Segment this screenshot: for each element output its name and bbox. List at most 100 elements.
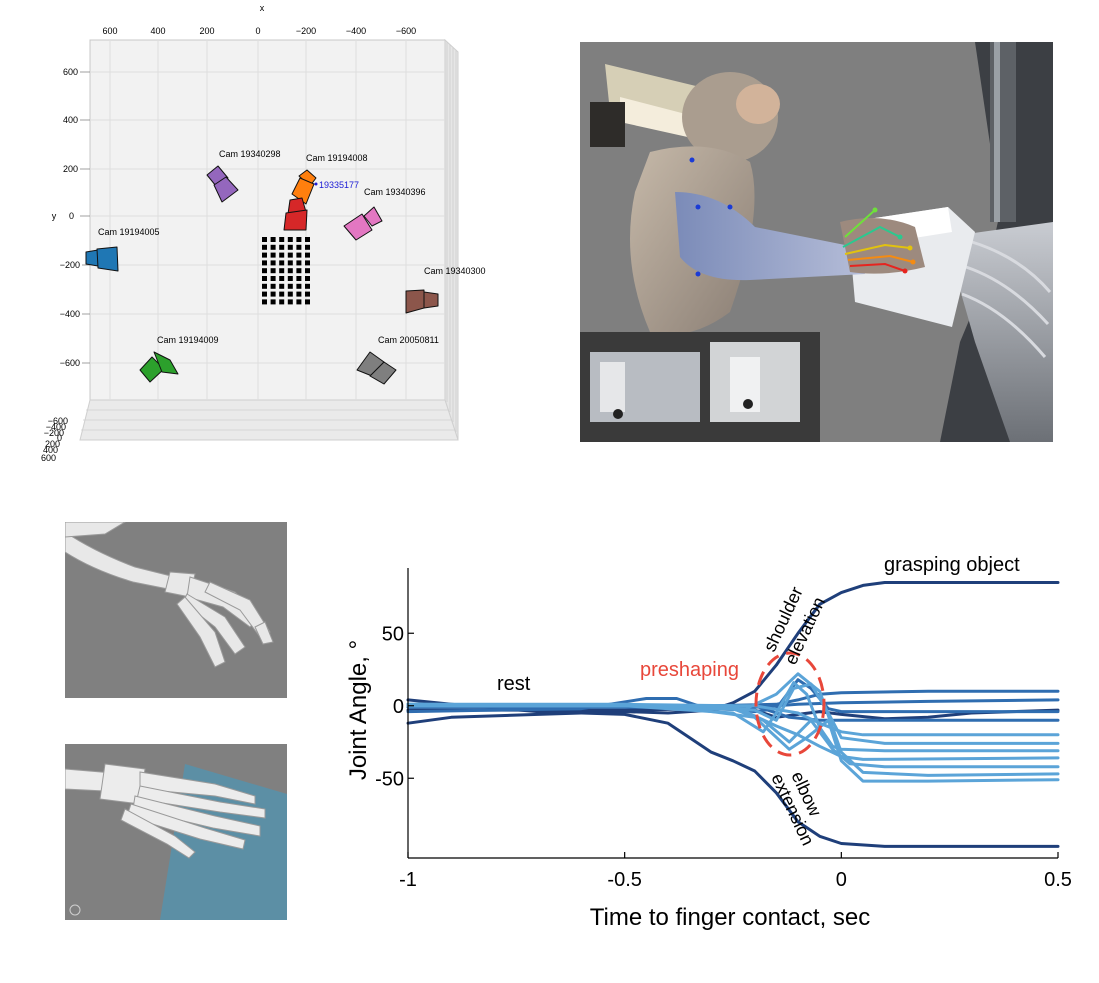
left-tick: −600 bbox=[60, 358, 80, 368]
calibration-dot bbox=[262, 291, 267, 297]
x-tick-label: 0 bbox=[836, 869, 847, 891]
calibration-dot bbox=[262, 237, 267, 242]
calibration-dot bbox=[262, 260, 267, 266]
calibration-dot bbox=[305, 276, 310, 281]
top-tick: 0 bbox=[255, 26, 260, 36]
calibration-dot bbox=[270, 268, 276, 274]
calibration-dot bbox=[305, 237, 310, 242]
depth-tick: 200 bbox=[45, 439, 60, 449]
calibration-dot bbox=[270, 291, 276, 297]
series-group bbox=[406, 581, 1060, 848]
calibration-dot bbox=[279, 268, 285, 274]
camera-marker bbox=[405, 289, 439, 314]
camera-marker bbox=[139, 351, 179, 383]
calibration-dot bbox=[305, 291, 310, 297]
calibration-dot bbox=[287, 237, 293, 242]
preshaping-highlight bbox=[754, 651, 826, 757]
depth-tick: 400 bbox=[43, 445, 58, 455]
calibration-dot bbox=[270, 276, 276, 281]
calibration-dot bbox=[305, 244, 310, 250]
camera-label: Cam 19194009 bbox=[157, 335, 219, 345]
depth-tick: −400 bbox=[46, 422, 66, 432]
x-tick-label: -0.5 bbox=[607, 869, 641, 891]
calibration-dot bbox=[279, 283, 285, 289]
left-tick: 600 bbox=[63, 67, 78, 77]
calibration-dot bbox=[279, 252, 285, 258]
calibration-dot bbox=[279, 291, 285, 297]
camera-marker bbox=[85, 246, 119, 272]
calibration-dot bbox=[262, 276, 267, 281]
x-tick-label: -1 bbox=[399, 869, 417, 891]
calibration-dot bbox=[262, 252, 267, 258]
y-axis-title: Joint Angle, ° bbox=[345, 640, 372, 780]
camera-label: Cam 19194005 bbox=[98, 227, 160, 237]
calibration-dot bbox=[279, 260, 285, 266]
video-frame-photo bbox=[580, 42, 1053, 442]
annotation-rest: rest bbox=[497, 673, 531, 695]
left-tick: 400 bbox=[63, 115, 78, 125]
calibration-dot bbox=[296, 237, 302, 242]
left-tick: −400 bbox=[60, 309, 80, 319]
calibration-dot bbox=[296, 244, 302, 250]
camera-label: Cam 19340298 bbox=[219, 149, 281, 159]
calibration-dot bbox=[305, 299, 310, 305]
calibration-dot bbox=[279, 244, 285, 250]
calibration-board bbox=[262, 237, 310, 305]
calibration-dot bbox=[287, 291, 293, 297]
camera-marker bbox=[356, 351, 397, 385]
depth-tick: 600 bbox=[41, 453, 56, 463]
depth-tick: −600 bbox=[48, 416, 68, 426]
calibration-dot bbox=[305, 283, 310, 289]
annotation-grasping: grasping object bbox=[884, 554, 1020, 576]
annotation-preshaping: preshaping bbox=[640, 659, 739, 681]
calibration-dot bbox=[262, 299, 267, 305]
calibration-dot bbox=[287, 260, 293, 266]
camera-marker bbox=[343, 206, 383, 241]
joint-angle-chart: -1 -0.5 0 0.5 -50 0 50 Time to finger co… bbox=[320, 540, 1080, 960]
calibration-dot bbox=[270, 252, 276, 258]
left-tick: 200 bbox=[63, 164, 78, 174]
calibration-dot bbox=[262, 268, 267, 274]
calibration-dot bbox=[296, 276, 302, 281]
calibration-dot bbox=[262, 244, 267, 250]
top-tick: 400 bbox=[150, 26, 165, 36]
y-tick-label: -50 bbox=[375, 768, 404, 790]
calibration-dot bbox=[279, 276, 285, 281]
calibration-dot bbox=[296, 299, 302, 305]
calibration-dot bbox=[305, 268, 310, 274]
calibration-dot bbox=[270, 244, 276, 250]
calibration-dot bbox=[287, 252, 293, 258]
calibration-dot bbox=[287, 268, 293, 274]
top-tick: −400 bbox=[346, 26, 366, 36]
left-tick: 0 bbox=[69, 211, 74, 221]
hand-skeleton-render-1 bbox=[65, 522, 287, 698]
hand-skeleton-render-2 bbox=[65, 744, 287, 920]
calibration-dot bbox=[296, 283, 302, 289]
series-line bbox=[406, 698, 1060, 848]
y-tick-label: 0 bbox=[393, 696, 404, 718]
left-tick: −200 bbox=[60, 260, 80, 270]
calibration-dot bbox=[270, 299, 276, 305]
calibration-dot bbox=[305, 252, 310, 258]
top-tick: −600 bbox=[396, 26, 416, 36]
depth-tick: 0 bbox=[57, 433, 62, 443]
calibration-dot bbox=[287, 299, 293, 305]
series-line bbox=[406, 704, 1060, 783]
calibration-dot bbox=[296, 260, 302, 266]
series-line bbox=[406, 702, 1060, 761]
camera-label: Cam 19340300 bbox=[424, 266, 486, 276]
camera-marker bbox=[206, 165, 239, 203]
calibration-dot bbox=[287, 283, 293, 289]
top-tick: −200 bbox=[296, 26, 316, 36]
calibration-dot bbox=[305, 260, 310, 266]
camera-label: Cam 20050811 bbox=[378, 335, 439, 345]
calibration-dot bbox=[270, 260, 276, 266]
top-tick: 600 bbox=[102, 26, 117, 36]
calibration-dot bbox=[270, 237, 276, 242]
x-axis-letter: x bbox=[260, 3, 265, 13]
y-axis-letter: y bbox=[52, 211, 57, 221]
y-tick-label: 50 bbox=[382, 623, 404, 645]
calibration-dot bbox=[296, 268, 302, 274]
calibration-dot bbox=[270, 283, 276, 289]
camera-marker bbox=[291, 169, 317, 205]
